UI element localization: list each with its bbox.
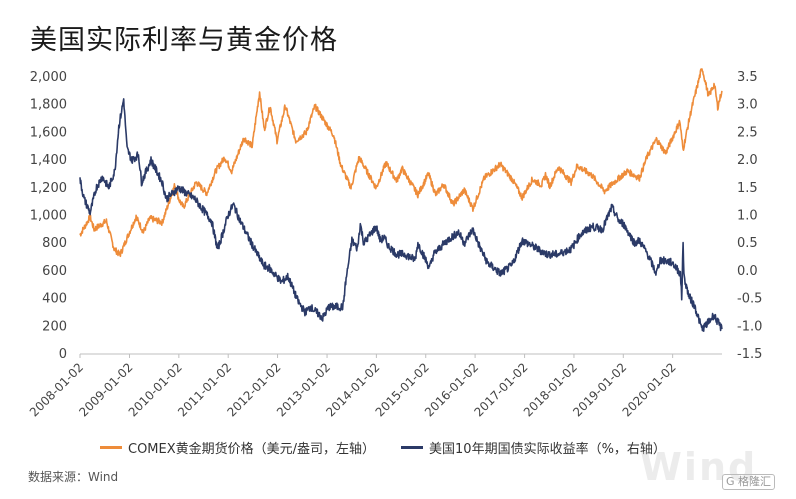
legend-swatch-gold — [100, 446, 122, 449]
y-right-tick-label: -0.5 — [737, 292, 762, 307]
y-right-tick-label: 3.5 — [737, 70, 758, 85]
axes: 0 200 400 600 800 1,000 1,200 1,400 1,600 1,800 2,… — [27, 70, 762, 419]
legend-item-real-yield: 美国10年期国债实际收益率（%，右轴） — [401, 438, 666, 457]
data-source-note: 数据来源：Wind — [28, 470, 119, 484]
y-left-tick-label: 1,600 — [30, 125, 67, 140]
series-line-gold — [79, 68, 723, 258]
y-right-tick-label: -1.0 — [737, 319, 762, 334]
y-left-tick-label: 1,800 — [30, 98, 67, 113]
y-right-tick-label: 1.0 — [737, 209, 758, 224]
legend: COMEX黄金期货价格（美元/盎司，左轴） 美国10年期国债实际收益率（%，右轴… — [100, 438, 666, 457]
legend-label-real-yield: 美国10年期国债实际收益率（%，右轴） — [429, 442, 666, 457]
y-left-tick-label: 1,000 — [30, 209, 67, 224]
y-left-tick-label: 200 — [42, 319, 67, 334]
y-left-tick-label: 400 — [42, 292, 67, 307]
y-right-tick-label: 1.5 — [737, 181, 758, 196]
series-line-real-yield — [79, 98, 723, 333]
y-left-tick-label: 2,000 — [30, 70, 67, 85]
y-left-tick-label: 0 — [59, 347, 67, 362]
legend-label-gold: COMEX黄金期货价格（美元/盎司，左轴） — [128, 442, 376, 457]
legend-item-gold: COMEX黄金期货价格（美元/盎司，左轴） — [100, 438, 375, 457]
y-left-tick-label: 1,400 — [30, 153, 67, 168]
gelonghui-badge: G 格隆汇 — [722, 474, 776, 490]
y-right-tick-label: 2.5 — [737, 125, 758, 140]
y-left-tick-label: 600 — [42, 264, 67, 279]
series-lines — [79, 68, 723, 333]
y-right-tick-label: 2.0 — [737, 153, 758, 168]
chart-title: 美国实际利率与黄金价格 — [30, 25, 338, 56]
x-tick-label: 2020-01-02 — [620, 360, 679, 419]
y-left-tick-label: 1,200 — [30, 181, 67, 196]
y-right-tick-label: 3.0 — [737, 98, 758, 113]
y-right-tick-label: 0.0 — [737, 264, 758, 279]
wind-watermark: Wind — [640, 445, 758, 489]
y-right-tick-label: -1.5 — [737, 347, 762, 362]
y-left-tick-label: 800 — [42, 236, 67, 251]
y-right-tick-label: 0.5 — [737, 236, 758, 251]
legend-swatch-real-yield — [401, 446, 424, 449]
